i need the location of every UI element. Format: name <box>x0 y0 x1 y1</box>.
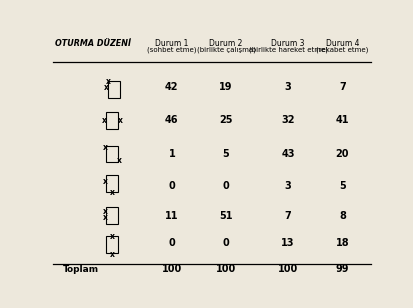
Text: x: x <box>102 116 107 125</box>
Text: 7: 7 <box>284 211 291 221</box>
Text: x: x <box>116 156 121 165</box>
Text: 46: 46 <box>165 115 178 125</box>
Text: 100: 100 <box>161 265 182 274</box>
Text: x: x <box>103 83 108 92</box>
Text: 11: 11 <box>165 211 178 221</box>
Text: x: x <box>102 143 107 152</box>
Text: (birlikte çalışma): (birlikte çalışma) <box>196 47 255 54</box>
Text: 20: 20 <box>335 149 348 159</box>
Text: 5: 5 <box>338 180 345 191</box>
Text: x: x <box>117 116 122 125</box>
Bar <box>106 207 118 224</box>
Text: 100: 100 <box>216 265 236 274</box>
Text: x: x <box>109 188 114 197</box>
Text: 51: 51 <box>219 211 232 221</box>
Text: Toplam: Toplam <box>62 265 98 274</box>
Text: 41: 41 <box>335 115 348 125</box>
Text: Durum 1: Durum 1 <box>155 39 188 48</box>
Text: 42: 42 <box>165 82 178 92</box>
Text: x: x <box>106 77 111 86</box>
Text: x: x <box>102 207 107 216</box>
Text: 32: 32 <box>281 115 294 125</box>
Text: 0: 0 <box>168 180 175 191</box>
Text: x: x <box>109 232 114 241</box>
Bar <box>106 237 118 253</box>
Text: 0: 0 <box>168 238 175 248</box>
Text: 18: 18 <box>335 238 348 248</box>
Text: 19: 19 <box>219 82 232 92</box>
Bar <box>106 145 118 163</box>
Text: OTURMA DÜZENİ: OTURMA DÜZENİ <box>55 39 131 48</box>
Bar <box>106 111 118 128</box>
Text: Durum 4: Durum 4 <box>325 39 358 48</box>
Text: 3: 3 <box>284 180 291 191</box>
Text: x: x <box>102 213 107 222</box>
Text: 43: 43 <box>281 149 294 159</box>
Text: 1: 1 <box>168 149 175 159</box>
Text: x: x <box>102 177 107 186</box>
Text: 3: 3 <box>284 82 291 92</box>
Text: 8: 8 <box>338 211 345 221</box>
Bar <box>107 81 120 98</box>
Bar <box>106 175 118 192</box>
Text: 0: 0 <box>222 238 229 248</box>
Text: (sohbet etme): (sohbet etme) <box>147 47 196 54</box>
Text: 100: 100 <box>277 265 297 274</box>
Text: 25: 25 <box>219 115 232 125</box>
Text: 13: 13 <box>281 238 294 248</box>
Text: x: x <box>109 249 114 259</box>
Text: 0: 0 <box>222 180 229 191</box>
Text: (rekabet etme): (rekabet etme) <box>316 47 368 54</box>
Text: Durum 2: Durum 2 <box>209 39 242 48</box>
Text: 99: 99 <box>335 265 348 274</box>
Text: (birlikte hareket etme): (birlikte hareket etme) <box>248 47 327 54</box>
Text: 7: 7 <box>338 82 345 92</box>
Text: Durum 3: Durum 3 <box>271 39 304 48</box>
Text: 5: 5 <box>222 149 229 159</box>
